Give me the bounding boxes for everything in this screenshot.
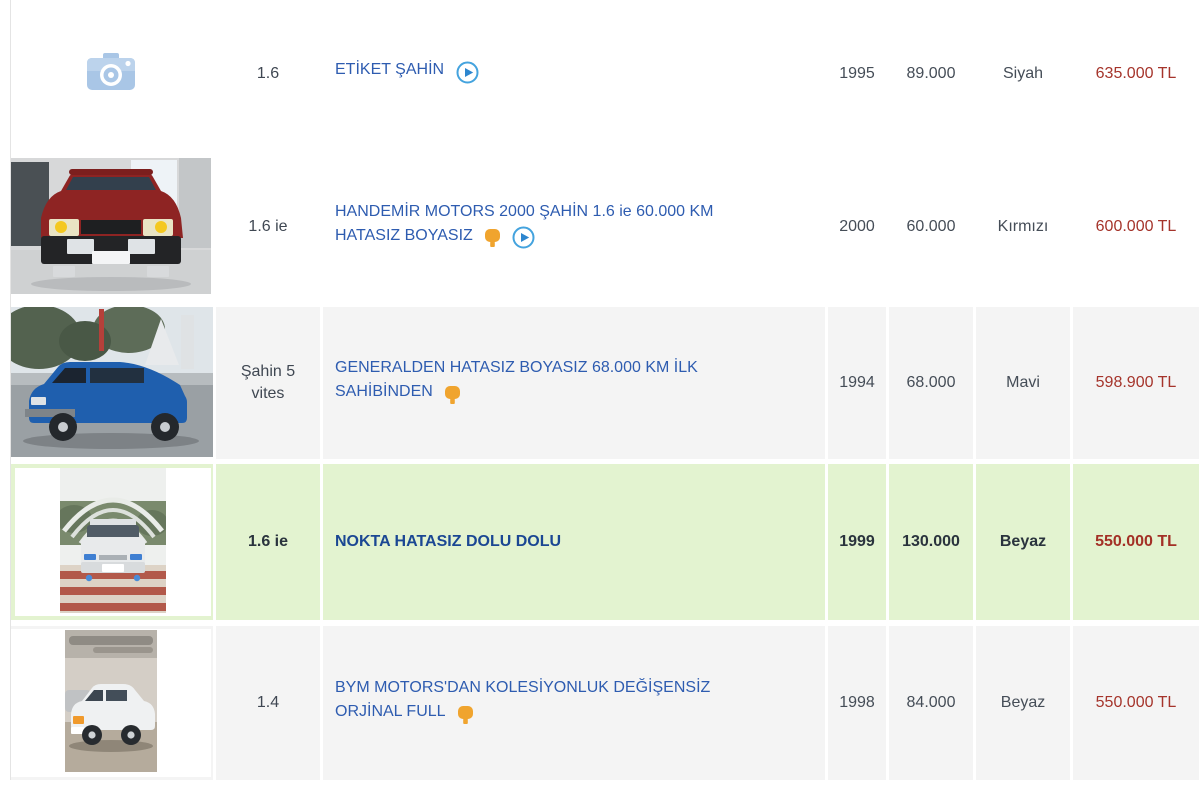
km-cell: 68.000 bbox=[886, 307, 973, 459]
color-cell: Kırmızı bbox=[973, 147, 1070, 307]
thumbnail-cell bbox=[11, 0, 213, 147]
title-cell: HANDEMİR MOTORS 2000 ŞAHİN 1.6 ie 60.000… bbox=[320, 147, 825, 307]
listing-thumbnail[interactable] bbox=[11, 307, 213, 459]
color-cell: Siyah bbox=[973, 0, 1070, 147]
title-cell: NOKTA HATASIZ DOLU DOLU bbox=[320, 464, 825, 620]
promo-thumbs-up-icon bbox=[484, 228, 501, 253]
km-value: 130.000 bbox=[902, 533, 960, 550]
listing-row[interactable]: 1.6 ETİKET ŞAHİN 1995 89.000 Siyah 635.0… bbox=[11, 0, 1199, 147]
year-value: 1999 bbox=[839, 533, 875, 550]
price-cell: 550.000 TL bbox=[1070, 626, 1199, 780]
km-value: 89.000 bbox=[906, 64, 956, 82]
listing-thumbnail[interactable] bbox=[11, 629, 211, 777]
title-cell: ETİKET ŞAHİN bbox=[320, 0, 825, 147]
listing-title-link[interactable]: GENERALDEN HATASIZ BOYASIZ 68.000 KM İLK… bbox=[335, 359, 698, 401]
variant-label: 1.6 ie bbox=[248, 218, 288, 235]
listing-row[interactable]: 1.6 ie HANDEMİR MOTORS 2000 ŞAHİN 1.6 ie… bbox=[11, 147, 1199, 307]
listing-row[interactable]: Şahin 5 vites GENERALDEN HATASIZ BOYASIZ… bbox=[11, 307, 1199, 459]
km-cell: 84.000 bbox=[886, 626, 973, 780]
year-value: 1998 bbox=[839, 694, 875, 711]
year-cell: 1998 bbox=[825, 626, 886, 780]
listing-thumbnail[interactable] bbox=[15, 468, 211, 616]
thumbnail-cell bbox=[11, 626, 213, 780]
year-cell: 1999 bbox=[825, 464, 886, 620]
color-value: Beyaz bbox=[999, 533, 1047, 550]
video-play-icon[interactable] bbox=[512, 226, 535, 254]
price-value: 635.000 TL bbox=[1095, 64, 1177, 82]
listing-row[interactable]: 1.4 BYM MOTORS'DAN KOLESİYONLUK DEĞİŞENS… bbox=[11, 626, 1199, 780]
thumbnail-cell bbox=[11, 147, 213, 307]
km-cell: 89.000 bbox=[886, 0, 973, 147]
title-cell: GENERALDEN HATASIZ BOYASIZ 68.000 KM İLK… bbox=[320, 307, 825, 459]
color-cell: Beyaz bbox=[973, 464, 1070, 620]
price-value: 550.000 TL bbox=[1095, 533, 1177, 550]
listing-thumbnail[interactable] bbox=[11, 158, 211, 296]
color-cell: Mavi bbox=[973, 307, 1070, 459]
title-cell: BYM MOTORS'DAN KOLESİYONLUK DEĞİŞENSİZ O… bbox=[320, 626, 825, 780]
year-cell: 1994 bbox=[825, 307, 886, 459]
listing-table: 1.6 ETİKET ŞAHİN 1995 89.000 Siyah 635.0… bbox=[10, 0, 1199, 780]
price-cell: 598.900 TL bbox=[1070, 307, 1199, 459]
variant-cell: 1.6 ie bbox=[213, 464, 320, 620]
year-cell: 1995 bbox=[825, 0, 886, 147]
year-value: 2000 bbox=[839, 218, 875, 235]
promo-thumbs-up-icon bbox=[457, 705, 474, 730]
variant-label: Şahin 5 vites bbox=[240, 363, 296, 402]
thumbnail-cell bbox=[11, 307, 213, 459]
variant-label: 1.6 bbox=[256, 64, 280, 82]
white-car-garage-photo bbox=[65, 629, 157, 777]
video-play-icon[interactable] bbox=[456, 61, 479, 89]
listing-title-link[interactable]: BYM MOTORS'DAN KOLESİYONLUK DEĞİŞENSİZ O… bbox=[335, 679, 711, 721]
red-car-photo bbox=[11, 158, 211, 296]
variant-label: 1.6 ie bbox=[247, 533, 289, 550]
price-cell: 550.000 TL bbox=[1070, 464, 1199, 620]
listing-title-link[interactable]: HANDEMİR MOTORS 2000 ŞAHİN 1.6 ie 60.000… bbox=[335, 202, 714, 244]
km-value: 68.000 bbox=[906, 374, 956, 391]
km-value: 60.000 bbox=[906, 218, 956, 235]
color-value: Kırmızı bbox=[997, 218, 1049, 235]
listing-title-link[interactable]: NOKTA HATASIZ DOLU DOLU bbox=[335, 533, 562, 550]
no-photo-camera-icon bbox=[83, 48, 139, 99]
variant-cell: 1.6 ie bbox=[213, 147, 320, 307]
thumbnail-cell bbox=[11, 464, 213, 620]
variant-cell: 1.4 bbox=[213, 626, 320, 780]
listing-row-highlighted[interactable]: 1.6 ie NOKTA HATASIZ DOLU DOLU 1999 130.… bbox=[11, 464, 1199, 620]
blue-car-photo bbox=[11, 307, 213, 459]
km-cell: 130.000 bbox=[886, 464, 973, 620]
variant-cell: 1.6 bbox=[213, 0, 320, 147]
listing-thumbnail[interactable] bbox=[11, 0, 211, 147]
price-cell: 600.000 TL bbox=[1070, 147, 1199, 307]
variant-label: 1.4 bbox=[256, 694, 280, 711]
price-value: 550.000 TL bbox=[1095, 694, 1177, 711]
variant-cell: Şahin 5 vites bbox=[213, 307, 320, 459]
listing-title-link[interactable]: ETİKET ŞAHİN bbox=[335, 61, 445, 79]
price-cell: 635.000 TL bbox=[1070, 0, 1199, 147]
color-cell: Beyaz bbox=[973, 626, 1070, 780]
price-value: 598.900 TL bbox=[1095, 374, 1177, 391]
year-value: 1995 bbox=[839, 64, 875, 82]
color-value: Siyah bbox=[1002, 64, 1044, 82]
white-car-pergola-photo bbox=[56, 468, 168, 616]
km-cell: 60.000 bbox=[886, 147, 973, 307]
color-value: Beyaz bbox=[1000, 694, 1046, 711]
price-value: 600.000 TL bbox=[1095, 218, 1177, 235]
km-value: 84.000 bbox=[906, 694, 956, 711]
color-value: Mavi bbox=[1006, 374, 1040, 391]
year-value: 1994 bbox=[839, 374, 875, 391]
year-cell: 2000 bbox=[825, 147, 886, 307]
promo-thumbs-up-icon bbox=[444, 385, 461, 410]
